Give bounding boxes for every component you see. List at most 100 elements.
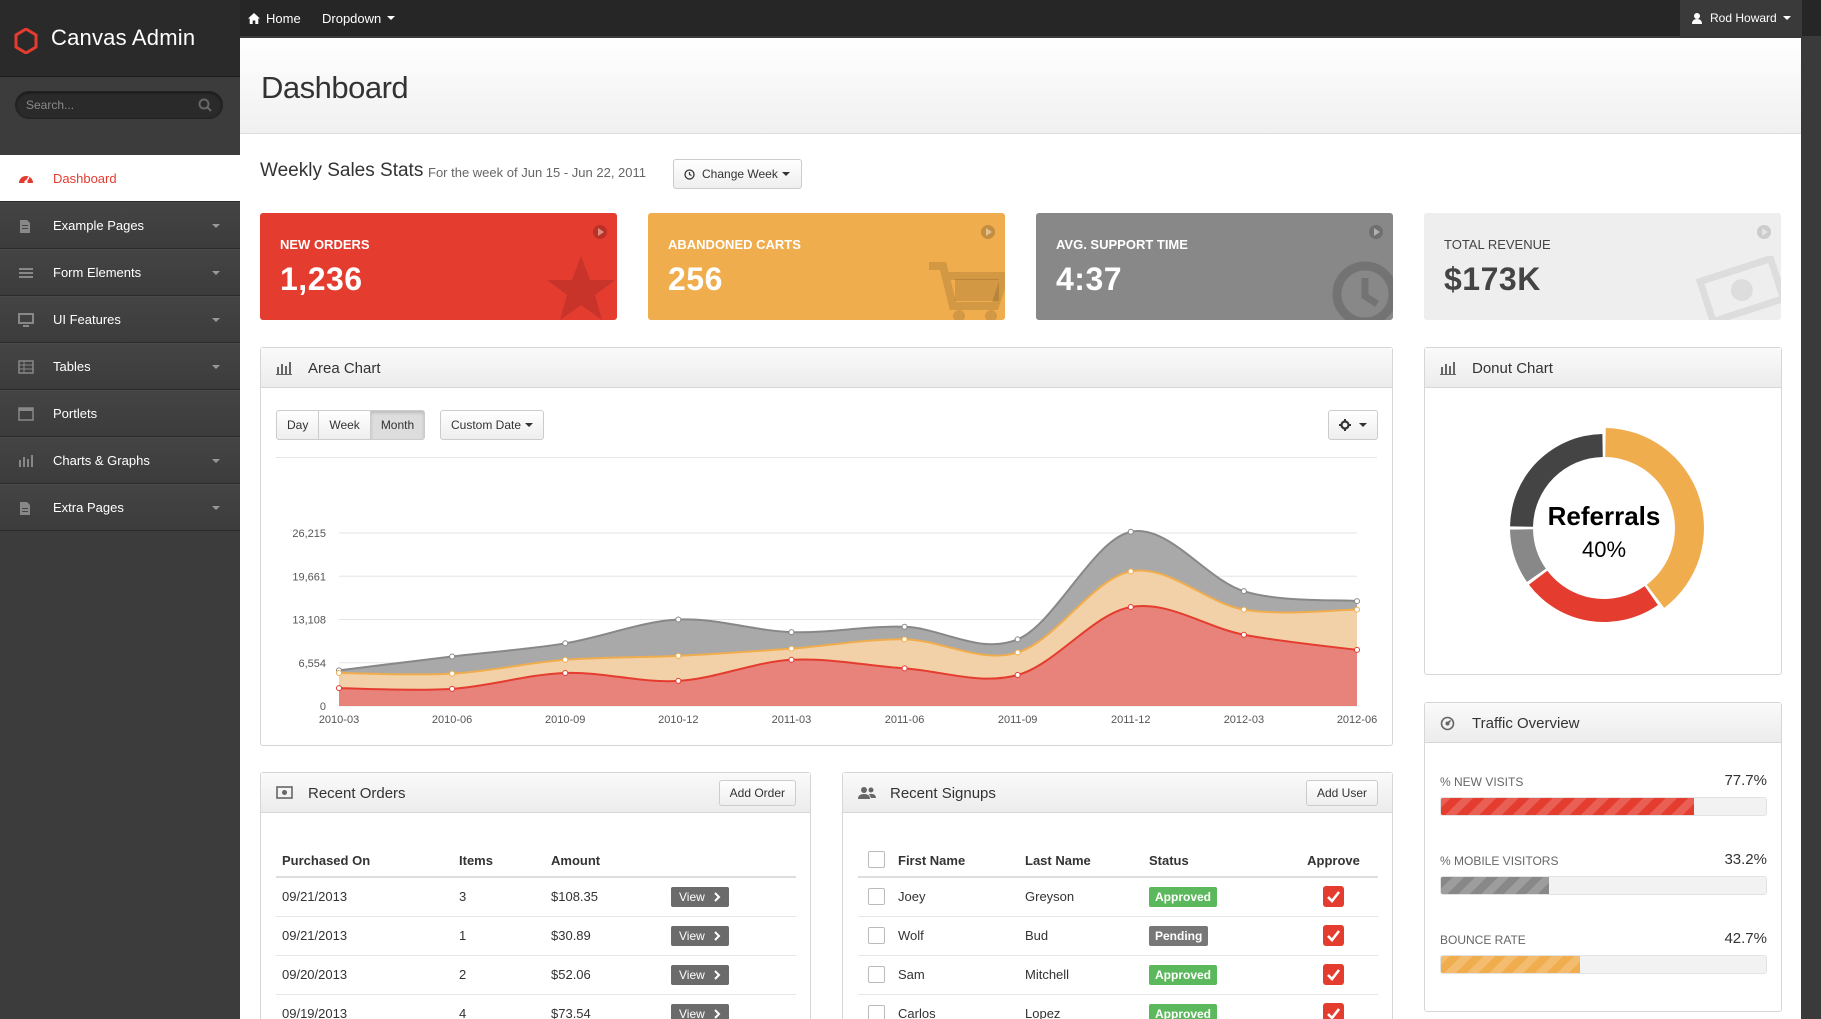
brand-title: Canvas Admin (51, 25, 196, 50)
page-header: Dashboard (240, 38, 1801, 134)
row-checkbox[interactable] (868, 888, 885, 906)
user-menu[interactable]: Rod Howard (1680, 0, 1802, 36)
view-order-button[interactable]: View (671, 1003, 729, 1019)
custom-date-button[interactable]: Custom Date (440, 410, 545, 440)
stat-avg-support-time[interactable]: Avg. Support Time 4:37 (1036, 213, 1393, 320)
brand[interactable]: Canvas Admin (0, 0, 240, 77)
play-icon[interactable] (1757, 225, 1771, 239)
sidebar-item-label: Extra Pages (53, 500, 124, 515)
play-icon[interactable] (981, 225, 995, 239)
y-tick-label: 19,661 (292, 571, 326, 583)
panel-header: Recent Orders Add Order (261, 773, 810, 813)
sidebar-item-ui-features[interactable]: UI Features (0, 296, 240, 343)
page-icon (18, 501, 34, 515)
sidebar-item-dashboard[interactable]: Dashboard (0, 155, 240, 202)
donut-segment[interactable] (1605, 428, 1704, 608)
main-content: Dashboard Weekly Sales Stats For the wee… (240, 38, 1801, 1019)
sidebar-item-example-pages[interactable]: Example Pages (0, 202, 240, 249)
chevron-right-icon (714, 1008, 721, 1019)
sidebar-item-label: Dashboard (53, 170, 117, 186)
stat-new-orders[interactable]: New Orders 1,236 (260, 213, 617, 320)
column-header: Status (1149, 839, 1289, 878)
table-header-row: Purchased On Items Amount (276, 839, 796, 878)
donut-segment[interactable] (1510, 434, 1603, 527)
panel-header: Donut Chart (1425, 348, 1781, 388)
nav-home-link[interactable]: Home (248, 0, 301, 36)
panel-title: Recent Signups (890, 785, 996, 802)
add-user-button[interactable]: Add User (1305, 780, 1378, 806)
donut-segment[interactable] (1528, 570, 1658, 622)
row-checkbox[interactable] (868, 1005, 885, 1019)
x-tick-label: 2011-12 (1111, 714, 1151, 726)
traffic-value: 33.2% (1724, 851, 1767, 868)
table-row: Carlos Lopez Approved (858, 994, 1378, 1019)
sidebar-item-extra-pages[interactable]: Extra Pages (0, 484, 240, 531)
approve-checkbox[interactable] (1323, 964, 1344, 985)
table-row: 09/19/2013 4 $73.54 View (276, 994, 796, 1019)
view-order-button[interactable]: View (671, 964, 729, 985)
gear-icon (1339, 419, 1351, 431)
data-point (901, 665, 908, 672)
search-icon[interactable] (198, 98, 212, 112)
sidebar-nav: Dashboard Example Pages Form Elements UI Fe… (0, 155, 240, 531)
view-order-button[interactable]: View (671, 925, 729, 946)
range-week-button[interactable]: Week (318, 410, 371, 440)
nav-home-label: Home (266, 10, 301, 26)
data-point (1127, 568, 1134, 575)
stat-value: 256 (668, 261, 723, 297)
stat-label: Avg. Support Time (1056, 237, 1188, 252)
sidebar-item-charts-graphs[interactable]: Charts & Graphs (0, 437, 240, 484)
data-point (449, 685, 456, 692)
range-month-button[interactable]: Month (369, 410, 426, 440)
stat-label: New Orders (280, 237, 370, 252)
first-name: Carlos (898, 994, 1025, 1019)
last-name: Bud (1025, 916, 1149, 956)
chevron-down-icon (212, 271, 220, 275)
approve-checkbox[interactable] (1323, 1003, 1344, 1019)
clock-icon (1332, 261, 1393, 320)
chevron-down-icon (387, 16, 396, 20)
user-icon (1692, 12, 1702, 24)
status-badge: Approved (1149, 886, 1218, 907)
view-order-button[interactable]: View (671, 886, 729, 907)
nav-dropdown[interactable]: Dropdown (322, 0, 396, 36)
approve-checkbox[interactable] (1323, 886, 1344, 908)
bar-chart-icon (276, 362, 292, 375)
order-items: 2 (459, 955, 551, 995)
x-tick-label: 2010-09 (545, 714, 585, 726)
donut-label: Referrals (1547, 501, 1661, 531)
search-input[interactable] (26, 92, 196, 118)
play-icon[interactable] (593, 225, 607, 239)
approve-checkbox[interactable] (1323, 925, 1344, 946)
column-header: First Name (898, 839, 1025, 878)
row-checkbox[interactable] (868, 966, 885, 984)
select-all-checkbox[interactable] (868, 851, 885, 868)
panel-title: Recent Orders (308, 785, 406, 802)
data-point (788, 656, 795, 663)
column-header: Last Name (1025, 839, 1149, 878)
sidebar-item-tables[interactable]: Tables (0, 343, 240, 390)
change-week-button[interactable]: Change Week (673, 159, 802, 189)
sidebar-item-portlets[interactable]: Portlets (0, 390, 240, 437)
chart-settings-button[interactable] (1328, 410, 1378, 440)
y-tick-label: 13,108 (292, 615, 326, 627)
range-day-button[interactable]: Day (276, 410, 320, 440)
column-header: Items (459, 839, 551, 878)
sidebar-item-form-elements[interactable]: Form Elements (0, 249, 240, 296)
panel-header: Traffic Overview (1425, 703, 1781, 743)
data-point (562, 656, 569, 663)
row-checkbox[interactable] (868, 927, 885, 945)
stat-total-revenue[interactable]: Total Revenue $173K (1424, 213, 1781, 320)
data-point (562, 640, 569, 647)
recent-orders-panel: Recent Orders Add Order Purchased On Ite… (260, 772, 811, 1019)
y-tick-label: 0 (320, 701, 326, 713)
add-order-button[interactable]: Add Order (718, 780, 796, 806)
play-icon[interactable] (1369, 225, 1383, 239)
range-button-group: Day Week Month (276, 410, 426, 440)
sidebar-item-label: Tables (53, 359, 91, 374)
stat-abandoned-carts[interactable]: Abandoned Carts 256 (648, 213, 1005, 320)
money-icon (276, 786, 293, 799)
panel-header: Recent Signups Add User (843, 773, 1392, 813)
data-point (336, 670, 342, 677)
donut-segment[interactable] (1510, 529, 1546, 582)
